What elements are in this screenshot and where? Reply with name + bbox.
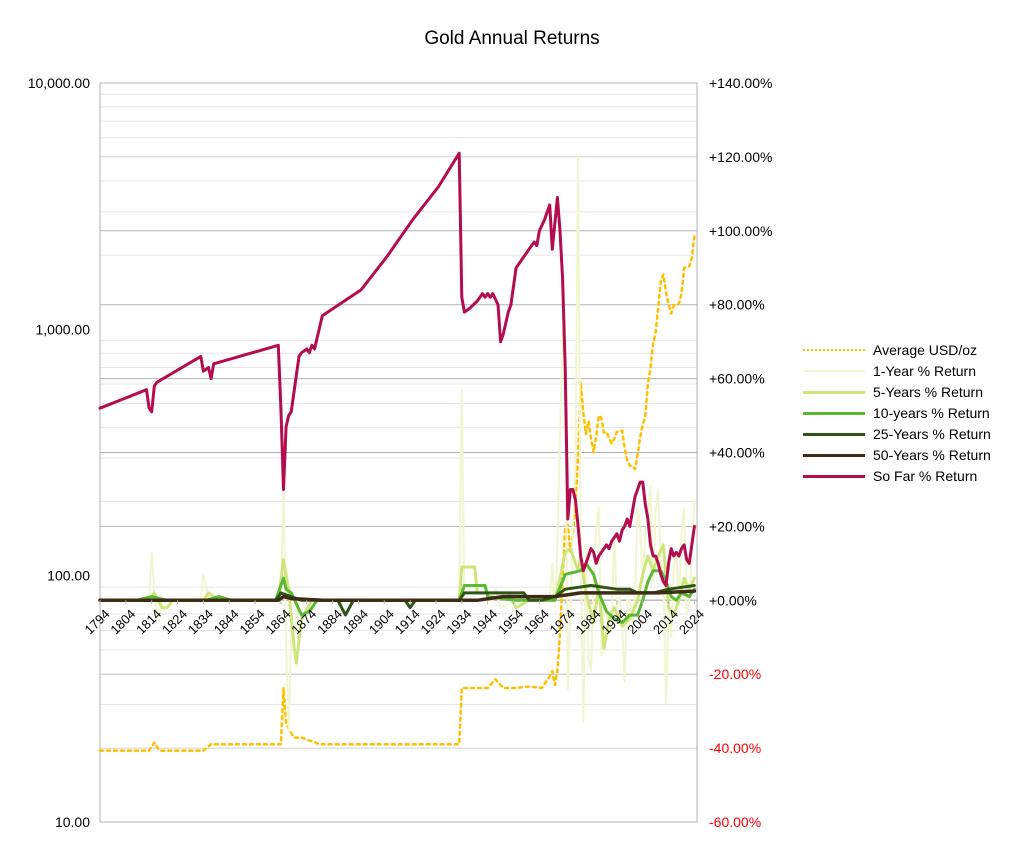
y-right-tick-label: +140.00%	[709, 75, 772, 91]
legend-item: 50-Years % Return	[803, 447, 1018, 464]
y-right-tick-label: +60.00%	[709, 371, 765, 387]
legend-swatch	[803, 426, 865, 443]
series-line-5-years-return	[98, 543, 696, 665]
x-tick-label: 1834	[185, 606, 216, 637]
legend: Average USD/oz 1-Year % Return 5-Years % R…	[803, 342, 1018, 489]
x-tick-label: 1824	[159, 606, 190, 637]
legend-swatch	[803, 342, 865, 359]
y-right-tick-label: -40.00%	[709, 740, 761, 756]
legend-item: So Far % Return	[803, 468, 1018, 485]
series-line-1-year-return	[99, 155, 696, 735]
y-left-tick-label: 1,000.00	[36, 321, 91, 337]
grid-layer	[100, 82, 697, 823]
y-right-tick-label: -60.00%	[709, 814, 761, 830]
x-tick-label: 1954	[495, 606, 526, 637]
series-line-average-usd-oz	[98, 234, 696, 752]
chart-title: Gold Annual Returns	[424, 28, 600, 49]
y-right-tick-label: -20.00%	[709, 666, 761, 682]
series-line-50-years-return	[98, 589, 697, 603]
legend-label: 25-Years % Return	[873, 426, 991, 442]
x-tick-label: 1794	[81, 606, 112, 637]
y-left-tick-label: 10.00	[55, 814, 90, 830]
legend-swatch	[803, 384, 865, 401]
legend-label: Average USD/oz	[873, 342, 978, 358]
legend-swatch	[803, 447, 865, 464]
legend-item: 1-Year % Return	[803, 363, 1018, 380]
legend-swatch	[803, 468, 865, 485]
x-tick-label: 1854	[237, 606, 268, 637]
x-tick-label: 2004	[624, 606, 655, 637]
legend-label: 5-Years % Return	[873, 384, 983, 400]
x-tick-label: 2024	[676, 606, 707, 637]
x-tick-label: 1884	[314, 606, 345, 637]
x-tick-label: 1924	[417, 606, 448, 637]
y-left-tick-label: 10,000.00	[28, 75, 90, 91]
legend-label: 1-Year % Return	[873, 363, 976, 379]
y-right-tick-label: +20.00%	[709, 518, 765, 534]
y-right-tick-label: +0.00%	[709, 592, 757, 608]
legend-swatch	[803, 405, 865, 422]
legend-label: 10-years % Return	[873, 405, 990, 421]
x-tick-label: 1804	[107, 606, 138, 637]
legend-label: So Far % Return	[873, 468, 978, 484]
legend-item: 10-years % Return	[803, 405, 1018, 422]
y-left-tick-label: 100.00	[47, 568, 90, 584]
series-layer	[98, 151, 697, 752]
x-tick-label: 1964	[521, 606, 552, 637]
y-right-tick-label: +100.00%	[709, 223, 772, 239]
x-tick-label: 1934	[443, 606, 474, 637]
x-tick-label: 1974	[547, 606, 578, 637]
x-tick-label: 1914	[392, 606, 423, 637]
legend-item: Average USD/oz	[803, 342, 1018, 359]
x-tick-label: 1944	[469, 606, 500, 637]
legend-item: 5-Years % Return	[803, 384, 1018, 401]
legend-swatch	[803, 363, 865, 380]
y-right-tick-label: +120.00%	[709, 149, 772, 165]
series-line-so-far-return	[98, 151, 696, 587]
legend-item: 25-Years % Return	[803, 426, 1018, 443]
y-right-tick-label: +80.00%	[709, 297, 765, 313]
x-tick-label: 1844	[211, 606, 242, 637]
x-tick-label: 1904	[366, 606, 397, 637]
x-tick-label: 1874	[288, 606, 319, 637]
legend-label: 50-Years % Return	[873, 447, 991, 463]
x-tick-label: 1864	[262, 606, 293, 637]
y-right-tick-label: +40.00%	[709, 445, 765, 461]
